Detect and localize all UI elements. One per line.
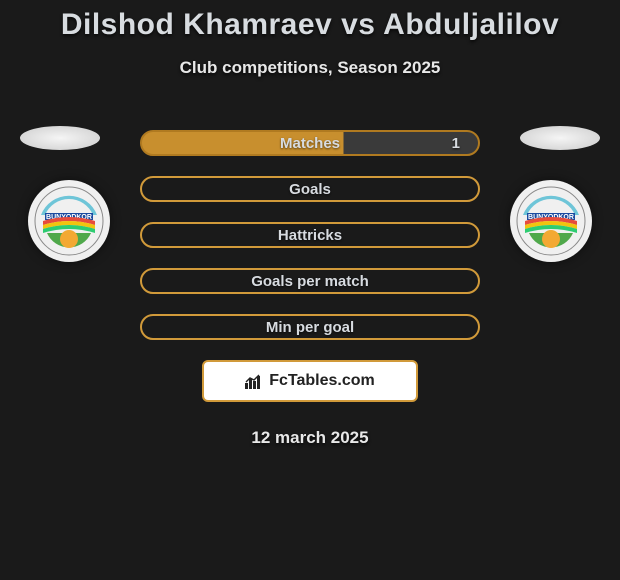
stat-label: Goals per match [251,273,369,290]
stat-bar-goals-per-match: Goals per match [140,268,480,294]
stat-label: Hattricks [278,227,342,244]
stat-value: 1 [452,135,460,152]
watermark-box[interactable]: FcTables.com [202,360,418,402]
stat-bar-matches: Matches 1 [140,130,480,156]
bars-icon [245,373,265,389]
stat-bar-goals: Goals [140,176,480,202]
comparison-title: Dilshod Khamraev vs Abduljalilov [0,0,620,42]
stat-row-matches: Matches 1 [0,120,620,166]
comparison-subtitle: Club competitions, Season 2025 [0,58,620,78]
stat-row-min-per-goal: Min per goal [0,304,620,350]
comparison-date: 12 march 2025 [0,428,620,448]
stat-label: Min per goal [266,319,354,336]
stat-label: Goals [289,181,331,198]
stat-row-goals: Goals [0,166,620,212]
stats-rows: Matches 1 Goals Hattricks Goals per matc… [0,120,620,350]
stat-label: Matches [280,135,340,152]
watermark-text: FcTables.com [245,372,375,390]
watermark-label: FcTables.com [269,372,375,390]
stat-row-goals-per-match: Goals per match [0,258,620,304]
stat-bar-hattricks: Hattricks [140,222,480,248]
stat-row-hattricks: Hattricks [0,212,620,258]
stat-bar-min-per-goal: Min per goal [140,314,480,340]
